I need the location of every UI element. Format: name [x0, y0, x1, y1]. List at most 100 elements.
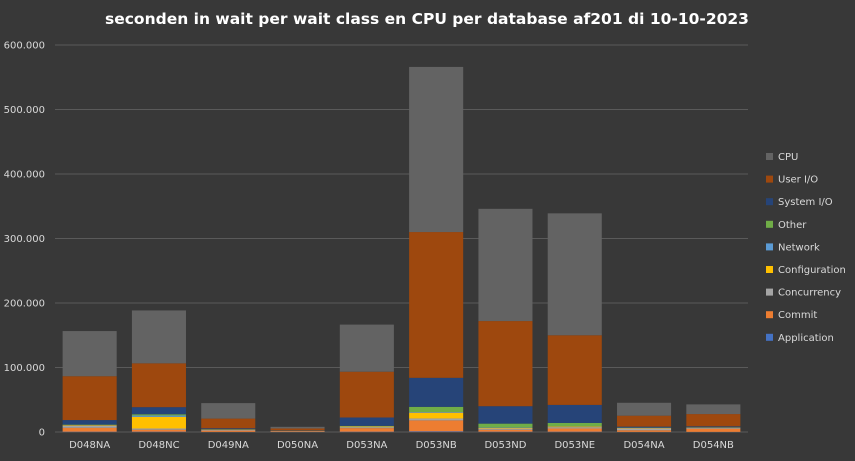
bar-d048na-system-i-o — [62, 420, 117, 425]
bar-d053ne-system-i-o — [547, 404, 602, 423]
bar-d054na-cpu — [617, 402, 672, 416]
bar-d053nb-user-i-o — [409, 232, 464, 378]
x-tick-label: D048NC — [138, 440, 179, 451]
bar-d054nb-concurrency — [686, 428, 741, 429]
y-tick-label: 100.000 — [4, 363, 45, 374]
bar-d053nb-other — [409, 406, 464, 413]
legend-label: CPU — [778, 152, 798, 163]
bar-d053ne-user-i-o — [547, 335, 602, 405]
legend-label: Concurrency — [778, 288, 841, 299]
bar-d048nc-configuration — [131, 416, 186, 429]
x-tick-label: D048NA — [69, 440, 110, 451]
legend-label: Configuration — [778, 265, 846, 276]
bar-d048nc-network — [131, 415, 186, 417]
bar-d048na-concurrency — [62, 425, 117, 428]
bar-d053nb-configuration — [409, 412, 464, 419]
bar-d050na-commit — [270, 431, 325, 432]
bar-d049na-concurrency — [201, 429, 256, 431]
legend-swatch — [766, 333, 773, 341]
bar-d053nb-concurrency — [409, 418, 464, 421]
bar-d053nb-network — [409, 412, 464, 413]
bar-d048nc-commit — [131, 429, 186, 432]
bar-d049na-cpu — [201, 403, 256, 419]
bar-d053nd-concurrency — [478, 428, 533, 430]
legend: CPU User I/O System I/O Other Network Configu… — [766, 152, 846, 344]
bar-d053ne-commit — [547, 428, 602, 432]
bar-d053nd-system-i-o — [478, 406, 533, 424]
bar-d054nb-user-i-o — [686, 414, 741, 427]
bar-d048na-commit — [62, 427, 117, 432]
bar-d050na-user-i-o — [270, 428, 325, 431]
bar-d053na-user-i-o — [339, 371, 394, 418]
bar-d053nb-application — [409, 431, 464, 432]
bar-d053nb-commit — [409, 420, 464, 432]
bar-d053ne-cpu — [547, 213, 602, 336]
legend-label: Commit — [778, 310, 817, 321]
x-tick-label: D053ND — [484, 440, 526, 451]
bar-d054nb-cpu — [686, 404, 741, 415]
bar-d053na-system-i-o — [339, 417, 394, 426]
bar-d053nb-system-i-o — [409, 377, 464, 407]
bar-d054nb-system-i-o — [686, 426, 741, 428]
bar-d048nc-user-i-o — [131, 363, 186, 408]
legend-swatch — [766, 311, 773, 319]
y-axis-ticks: 0 100.000 200.000 300.000 400.000 500.000 600.… — [4, 41, 45, 439]
bar-d050na-cpu — [270, 426, 325, 429]
legend-label: User I/O — [778, 175, 818, 186]
y-tick-label: 400.000 — [4, 170, 45, 181]
x-tick-label: D054NB — [693, 440, 734, 451]
legend-swatch — [766, 220, 773, 228]
bar-d048na-user-i-o — [62, 376, 117, 421]
legend-label: Other — [778, 220, 807, 231]
legend-swatch — [766, 175, 773, 183]
bars — [62, 66, 741, 432]
bar-d048na-cpu — [62, 331, 117, 377]
bar-d053nd-user-i-o — [478, 321, 533, 407]
bar-d054nb-commit — [686, 428, 741, 432]
legend-swatch — [766, 266, 773, 273]
bar-d048nc-system-i-o — [131, 407, 186, 415]
bar-d053na-concurrency — [339, 427, 394, 429]
y-tick-label: 500.000 — [4, 105, 45, 116]
legend-label: Application — [778, 333, 834, 344]
y-tick-label: 600.000 — [4, 41, 45, 52]
legend-swatch — [766, 243, 773, 251]
bar-d048na-configuration — [62, 425, 117, 426]
x-axis-ticks: D048NA D048NC D049NA D050NA D053NA D053NB D053… — [69, 440, 734, 451]
y-tick-label: 300.000 — [4, 234, 45, 245]
chart-title: seconden in wait per wait class en CPU p… — [105, 10, 749, 28]
legend-swatch — [766, 288, 773, 296]
bar-d049na-user-i-o — [201, 418, 256, 429]
bar-d053nd-cpu — [478, 208, 533, 322]
bar-d053na-configuration — [339, 426, 394, 428]
bar-d054na-system-i-o — [617, 426, 672, 428]
legend-label: System I/O — [778, 197, 833, 208]
y-tick-label: 0 — [39, 428, 45, 439]
legend-swatch — [766, 198, 773, 206]
bar-d048nc-cpu — [131, 310, 186, 364]
bar-d053ne-concurrency — [547, 427, 602, 429]
bar-d053nd-other — [478, 423, 533, 428]
x-tick-label: D053NA — [346, 440, 387, 451]
bar-d053nd-configuration — [478, 427, 533, 429]
bar-d049na-commit — [201, 430, 256, 432]
legend-label: Network — [778, 242, 820, 253]
x-tick-label: D049NA — [208, 440, 249, 451]
x-tick-label: D054NA — [623, 440, 664, 451]
x-tick-label: D053NE — [554, 440, 595, 451]
y-tick-label: 200.000 — [4, 299, 45, 310]
bar-d049na-system-i-o — [201, 428, 256, 430]
x-tick-label: D050NA — [277, 440, 318, 451]
bar-d053nd-commit — [478, 429, 533, 432]
bar-d054na-concurrency — [617, 428, 672, 431]
bar-d054na-commit — [617, 430, 672, 432]
bar-d053na-cpu — [339, 324, 394, 372]
bar-d048nc-concurrency — [131, 428, 186, 430]
bar-d053nb-cpu — [409, 66, 464, 233]
x-tick-label: D053NB — [416, 440, 457, 451]
bar-d048nc-other — [131, 414, 186, 416]
bar-d053ne-other — [547, 422, 602, 427]
bar-d053na-commit — [339, 428, 394, 432]
bar-d054na-user-i-o — [617, 415, 672, 427]
